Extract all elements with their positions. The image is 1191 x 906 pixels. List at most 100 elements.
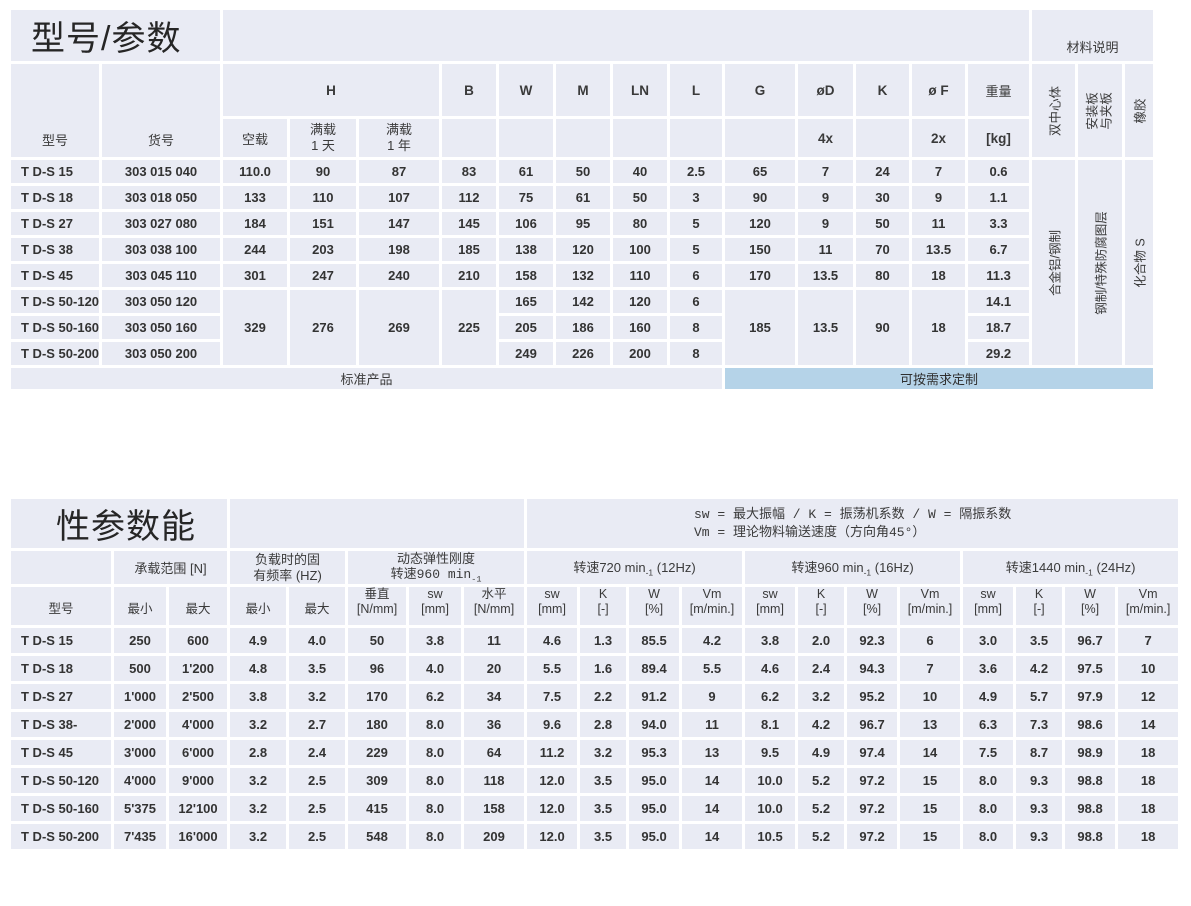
value-cell: 269	[359, 290, 440, 365]
vertical-label: 合金铝/钢制	[1048, 229, 1063, 296]
value-cell: 2.5	[289, 824, 346, 850]
col-header-oD: øD	[798, 64, 854, 116]
code-cell: 5'375	[114, 796, 166, 822]
value-cell: 110	[290, 186, 357, 209]
value-cell: 95.3	[629, 740, 680, 766]
value-cell: 7	[798, 160, 854, 183]
value-cell: 5.2	[798, 824, 845, 850]
value-cell: 1.1	[968, 186, 1030, 209]
value-cell: 6.3	[963, 712, 1014, 738]
header-row-1: 型号 货号 H B W M LN L G øD K ø F 重量 双中心体 安装…	[11, 64, 1154, 157]
col-header-K: K	[856, 64, 910, 116]
value-cell: 120	[725, 212, 796, 235]
value-cell: 7	[1118, 628, 1179, 654]
title-spacer	[223, 10, 1030, 61]
value-cell: 3.5	[580, 796, 627, 822]
value-cell: 4.9	[230, 628, 287, 654]
value-cell: 4.2	[798, 712, 845, 738]
value-cell: 4.2	[682, 628, 743, 654]
value-cell: 4.0	[289, 628, 346, 654]
value-cell: 65	[725, 160, 796, 183]
value-cell: 97.2	[847, 824, 898, 850]
value-cell: 12.0	[527, 768, 578, 794]
value-cell: 64	[464, 740, 525, 766]
table-row: T D-S 38 303 038 100 244 203 198 185 138 120 100…	[11, 238, 1153, 261]
model-cell: T D-S 50-120	[11, 768, 111, 794]
table-row: T D-S 38- 2'000 4'000 3.2 2.7 180 8.0 36 9.6 2.8 9…	[11, 712, 1179, 738]
value-cell: 2.4	[289, 740, 346, 766]
value-cell: 11	[912, 212, 966, 235]
code-cell: 303 045 110	[102, 264, 221, 287]
table-row: T D-S 15 303 015 040 110.0 90 87 83 61 50 40 2.5 6…	[11, 160, 1154, 365]
col-header-LN: LN	[613, 64, 668, 116]
value-cell: 98.8	[1065, 824, 1116, 850]
value-cell: 6	[900, 628, 961, 654]
value-cell: 3.2	[230, 712, 287, 738]
section-title: 性参数能	[11, 499, 228, 548]
value-cell: 87	[359, 160, 440, 183]
value-cell: 14.1	[968, 290, 1030, 313]
value-cell: 10.0	[745, 796, 796, 822]
value-cell: 2.2	[580, 684, 627, 710]
code-cell: 303 027 080	[102, 212, 221, 235]
value-cell: 132	[556, 264, 611, 287]
value-cell: 8.7	[1016, 740, 1063, 766]
value-cell: 2.0	[798, 628, 845, 654]
value-cell: 10	[1118, 656, 1179, 682]
value-cell: 96.7	[1065, 628, 1116, 654]
value-cell: 9.3	[1016, 824, 1063, 850]
value-cell: 5	[670, 212, 723, 235]
title-row: 型号/参数 材料说明	[11, 10, 1154, 61]
group-speed-720: 转速720 min-1 (12Hz)	[527, 551, 743, 585]
value-cell: 98.6	[1065, 712, 1116, 738]
col-header-oF: ø F	[912, 64, 966, 116]
value-cell: 40	[613, 160, 668, 183]
parameters-table-head: 型号/参数 材料说明 型号 货号 H B W M LN L G øD K ø F…	[11, 10, 1154, 157]
value-cell: 8	[670, 316, 723, 339]
model-cell: T D-S 38	[11, 238, 99, 261]
empty-cell	[11, 551, 111, 585]
value-cell: 142	[556, 290, 611, 313]
value-cell: 7.3	[1016, 712, 1063, 738]
empty-cell	[856, 119, 910, 157]
value-cell: 97.9	[1065, 684, 1116, 710]
group-load-range: 承载范围 [N]	[114, 551, 228, 585]
value-cell: 200	[613, 342, 668, 365]
value-cell: 4'000	[169, 712, 228, 738]
table-row: T D-S 50-200 7'435 16'000 3.2 2.5 548 8.0 209 12…	[11, 824, 1179, 850]
value-cell: 415	[348, 796, 407, 822]
value-cell: 3.8	[745, 628, 796, 654]
empty-cell	[556, 119, 611, 157]
code-cell: 303 050 160	[102, 316, 221, 339]
value-cell: 90	[725, 186, 796, 209]
vertical-label: 双中心体	[1048, 85, 1063, 136]
col-header-Vm: Vm [m/min.]	[682, 587, 743, 626]
value-cell: 2.5	[670, 160, 723, 183]
value-cell: 110.0	[223, 160, 288, 183]
parameters-table: 型号/参数 材料说明 型号 货号 H B W M LN L G øD K ø F…	[8, 7, 1156, 392]
value-cell: 145	[442, 212, 497, 235]
value-cell: 14	[1118, 712, 1179, 738]
value-cell: 50	[856, 212, 910, 235]
value-cell: 6.2	[409, 684, 462, 710]
table-row: T D-S 50-160 5'375 12'100 3.2 2.5 415 8.0 158 12…	[11, 796, 1179, 822]
value-cell: 4.0	[409, 656, 462, 682]
table-row: T D-S 45 303 045 110 301 247 240 210 158 132 110…	[11, 264, 1153, 287]
code-cell: 2'000	[114, 712, 166, 738]
value-cell: 138	[499, 238, 554, 261]
code-cell: 500	[114, 656, 166, 682]
value-cell: 18	[912, 290, 966, 365]
group-speed-1440: 转速1440 min-1 (24Hz)	[963, 551, 1179, 585]
material-col-rubber: 橡胶	[1125, 64, 1154, 157]
table-row: T D-S 18 303 018 050 133 110 107 112 75 61 50 3 90…	[11, 186, 1153, 209]
legend-line-1: sw = 最大振幅 / K = 振荡机系数 / W = 隔振系数	[694, 506, 1012, 522]
value-cell: 600	[169, 628, 228, 654]
model-cell: T D-S 15	[11, 160, 99, 183]
value-cell: 9.3	[1016, 768, 1063, 794]
empty-cell	[442, 119, 497, 157]
code-cell: 250	[114, 628, 166, 654]
col-header-sw: sw [mm]	[745, 587, 796, 626]
value-cell: 97.2	[847, 768, 898, 794]
value-cell: 229	[348, 740, 407, 766]
value-cell: 83	[442, 160, 497, 183]
